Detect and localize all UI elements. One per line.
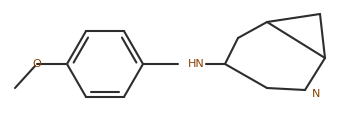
- Text: HN: HN: [188, 59, 204, 69]
- Text: O: O: [33, 59, 41, 69]
- Text: N: N: [312, 89, 320, 99]
